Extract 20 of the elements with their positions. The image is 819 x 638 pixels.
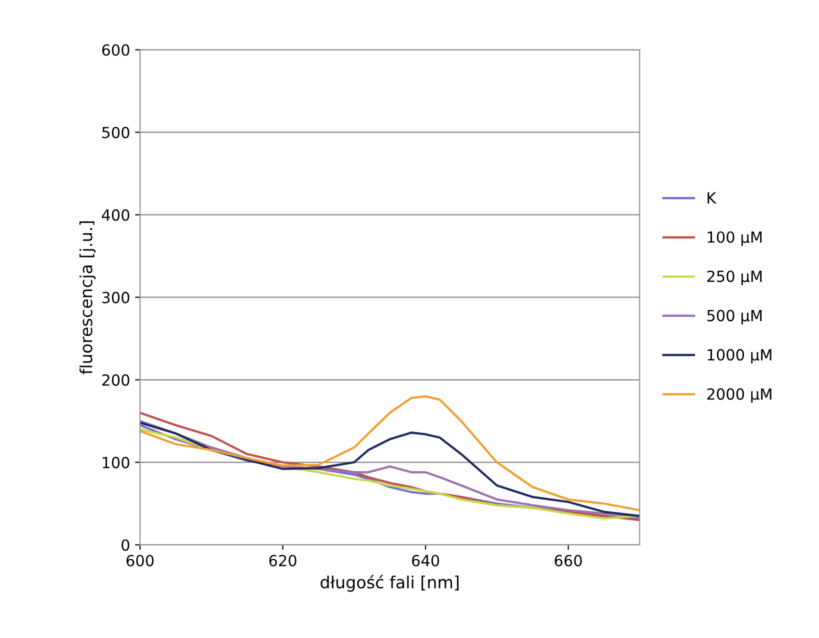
x-tick-label: 620 xyxy=(269,554,296,566)
legend-label: 2000 µM xyxy=(707,388,772,403)
legend-label: 250 µM xyxy=(707,270,762,286)
y-tick-label: 0 xyxy=(122,539,130,551)
legend-label: 500 µM xyxy=(707,310,762,324)
y-tick-label: 600 xyxy=(102,44,130,56)
legend-label: 1000 µM xyxy=(708,349,772,364)
line-series xyxy=(140,395,640,512)
y-tick-label: 500 xyxy=(102,126,130,138)
x-tick-label: 640 xyxy=(412,554,440,566)
y-tick-label: 200 xyxy=(102,374,130,386)
legend-label: K xyxy=(708,192,716,204)
y-axis-title: fluorescencja [j.u.] xyxy=(79,221,96,374)
x-tick-label: 600 xyxy=(126,554,154,566)
y-tick-label: 300 xyxy=(102,292,130,304)
x-axis-title: długość fali [nm] xyxy=(320,574,459,592)
x-tick-label: 660 xyxy=(554,554,582,566)
y-tick-label: 400 xyxy=(102,209,130,221)
y-tick-label: 100 xyxy=(102,456,130,468)
legend-label: 100 µM xyxy=(708,231,762,246)
